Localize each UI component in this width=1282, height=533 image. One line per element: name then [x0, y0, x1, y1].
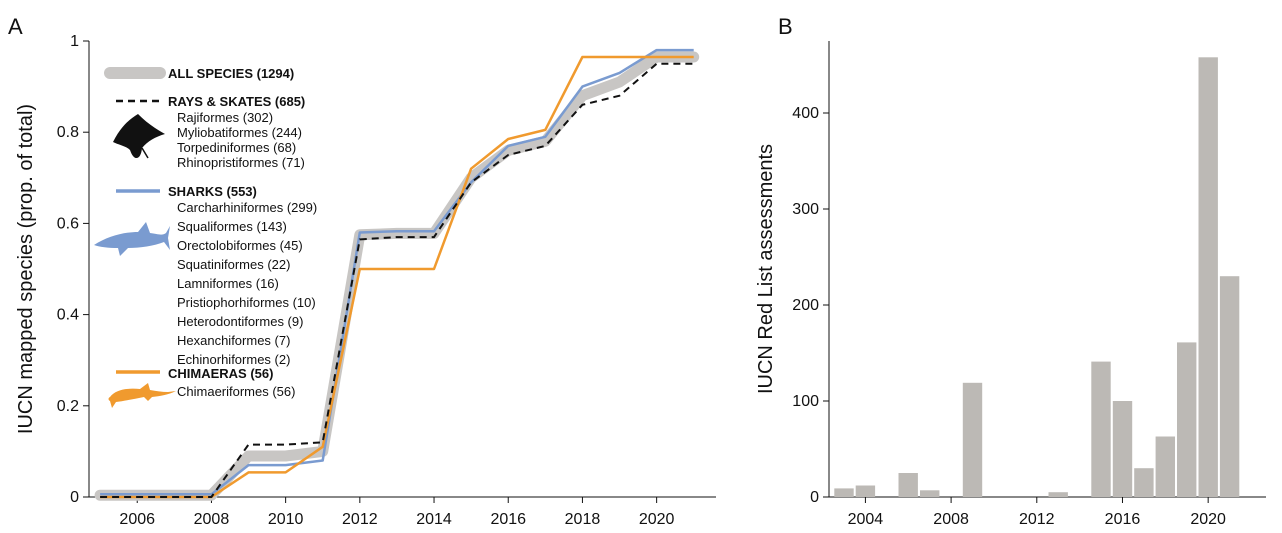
bar-2021: [1219, 276, 1240, 497]
legend-item-carcharhiniformes: Carcharhiniformes (299): [177, 200, 317, 215]
bar-2007: [920, 490, 940, 497]
panel-a-legend: ALL SPECIES (1294) RAYS & SKATES (685) R…: [94, 66, 317, 408]
panel-b-y-tick-label: 400: [792, 105, 819, 122]
panel-a-series: [94, 48, 700, 501]
bar-2009: [962, 382, 983, 497]
panel-b-x-tick-label: 2020: [1190, 511, 1226, 528]
series-all-species-line: [94, 51, 700, 501]
panel-b-y-ticks: 0 100 200 300 400: [792, 105, 829, 506]
panel-a-y-tick-label: 1: [70, 33, 79, 50]
bar-2020: [1198, 57, 1218, 498]
panel-b-x-ticks: 2004 2008 2012 2016 2020: [848, 497, 1226, 528]
bar-2016: [1112, 401, 1133, 497]
bar-2013: [1048, 492, 1068, 497]
bar-2004: [855, 485, 876, 497]
panel-a-x-tick-label: 2020: [639, 511, 675, 528]
panel-a-x-tick-label: 2016: [490, 511, 526, 528]
panel-a-y-ticks: 0 0.2 0.4 0.6 0.8 1: [57, 33, 89, 506]
panel-a-label: A: [8, 14, 23, 39]
panel-a-x-ticks: 2006 2008 2010 2012 2014 2016 2018 2020: [119, 497, 675, 528]
panel-b-x-tick-label: 2008: [933, 511, 969, 528]
panel-b-y-axis-label: IUCN Red List assessments: [755, 144, 777, 394]
panel-a-x-tick-label: 2008: [194, 511, 230, 528]
legend-item-rajiformes: Rajiformes (302): [177, 110, 273, 125]
panel-b-x-tick-label: 2004: [848, 511, 884, 528]
panel-b-y-tick-label: 100: [792, 393, 819, 410]
panel-b-label: B: [778, 14, 793, 39]
panel-a-x-tick-label: 2006: [119, 511, 155, 528]
panel-b-bars: [834, 57, 1240, 498]
panel-b-y-tick-label: 0: [810, 489, 819, 506]
panel-a-y-tick-label: 0.8: [57, 124, 79, 141]
legend-item-orectolobiformes: Orectolobiformes (45): [177, 238, 303, 253]
panel-a-y-tick-label: 0.6: [57, 215, 79, 232]
legend-item-torpediniformes: Torpediniformes (68): [177, 140, 296, 155]
legend-item-squatiniformes: Squatiniformes (22): [177, 257, 290, 272]
legend-item-pristiophorhiformes: Pristiophorhiformes (10): [177, 295, 316, 310]
panel-a-y-axis-label: IUCN mapped species (prop. of total): [15, 104, 37, 434]
ray-silhouette-icon: [113, 114, 165, 159]
panel-a-y-tick-label: 0.2: [57, 398, 79, 415]
panel-a-x-tick-label: 2018: [565, 511, 601, 528]
panel-b-x-tick-label: 2016: [1105, 511, 1141, 528]
panel-b-y-tick-label: 300: [792, 201, 819, 218]
chimaera-silhouette-icon: [108, 383, 176, 408]
panel-b-y-tick-label: 200: [792, 297, 819, 314]
legend-item-rhinopristiformes: Rhinopristiformes (71): [177, 155, 305, 170]
legend-item-hexanchiformes: Hexanchiformes (7): [177, 333, 290, 348]
bar-2018: [1155, 436, 1175, 497]
bar-2015: [1091, 361, 1111, 497]
bar-2003: [834, 488, 854, 497]
shark-silhouette-icon: [94, 222, 170, 256]
series-sharks-line: [100, 48, 694, 496]
panel-a-x-tick-label: 2014: [416, 511, 452, 528]
panel-a-y-tick-label: 0: [70, 489, 79, 506]
legend-item-chimaeriformes: Chimaeriformes (56): [177, 384, 295, 399]
legend-item-heterodontiformes: Heterodontiformes (9): [177, 314, 303, 329]
bar-2019: [1177, 342, 1197, 497]
legend-item-echinorhiformes: Echinorhiformes (2): [177, 352, 290, 367]
legend-item-lamniformes: Lamniformes (16): [177, 276, 279, 291]
panel-a-y-tick-label: 0.4: [57, 307, 79, 324]
panel-a-x-tick-label: 2012: [342, 511, 378, 528]
legend-label-all-species: ALL SPECIES (1294): [168, 66, 294, 81]
legend-label-sharks: SHARKS (553): [168, 184, 257, 199]
series-chimaeras-line: [100, 55, 694, 499]
legend-label-rays-skates: RAYS & SKATES (685): [168, 94, 305, 109]
panel-a: A IUCN mapped species (prop. of total) 0…: [8, 14, 716, 528]
series-rays-skates-line: [100, 62, 694, 498]
bar-2017: [1134, 468, 1154, 497]
legend-item-myliobatiformes: Myliobatiformes (244): [177, 125, 302, 140]
bar-2006: [898, 473, 918, 497]
legend-label-chimaeras: CHIMAERAS (56): [168, 366, 273, 381]
legend-item-squaliformes: Squaliformes (143): [177, 219, 287, 234]
panel-a-x-tick-label: 2010: [268, 511, 304, 528]
panel-b: B IUCN Red List assessments 0 100 200 300 40…: [755, 14, 1266, 528]
panel-b-x-tick-label: 2012: [1019, 511, 1055, 528]
